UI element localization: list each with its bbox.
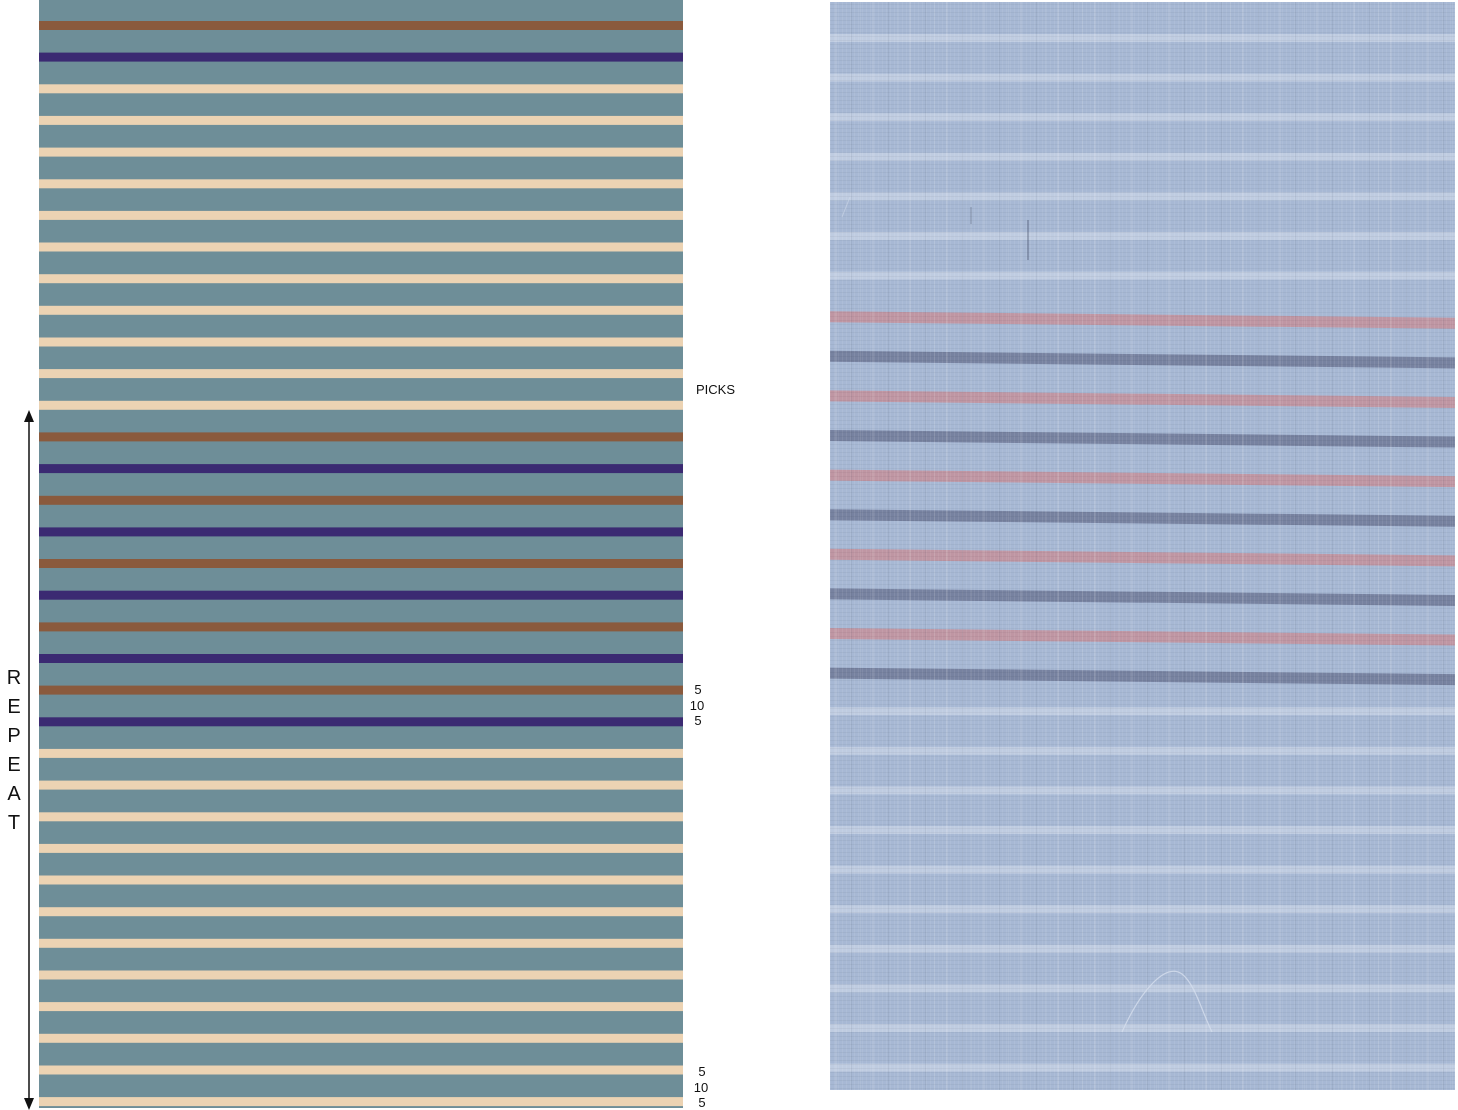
rust-weft-stripe [39,622,683,632]
cream-weft-stripe [39,875,683,885]
cream-weft-stripe [39,305,683,315]
cream-weft-stripe [39,274,683,284]
cream-weft-stripe [39,812,683,822]
cream-weft-stripe [39,369,683,379]
repeat-letter: E [7,754,21,776]
cream-weft-stripe [39,907,683,917]
cream-weft-stripe [39,1033,683,1043]
navy-weft-stripe [39,464,683,474]
rust-weft-stripe [39,21,683,30]
pick-count-upper-2: 10 [689,698,705,713]
cream-weft-stripe [39,748,683,758]
cream-weft-stripe [39,843,683,853]
pick-count-upper-3: 5 [694,713,702,728]
pick-count-upper-1: 5 [694,682,702,697]
cream-weft-stripe [39,337,683,347]
cream-weft-stripe [39,400,683,410]
cream-weft-stripe [39,210,683,220]
cream-weft-stripe [39,179,683,189]
navy-weft-stripe [39,590,683,600]
stripe-layer [39,21,683,1107]
fabric-swatch-photo [830,2,1455,1090]
repeat-letter: P [7,725,21,747]
loose-thread [1121,970,1213,1033]
rust-weft-stripe [39,559,683,568]
repeat-label: R E P E A T [4,664,24,838]
navy-weft-stripe [39,717,683,727]
navy-weft-stripe [39,52,683,62]
navy-weft-stripe [39,654,683,663]
navy-weft-stripe [39,527,683,537]
repeat-arrow-icon [24,410,34,1110]
picks-label: PICKS [696,382,736,397]
cream-weft-stripe [39,970,683,980]
cream-weft-stripe [39,780,683,790]
cream-weft-stripe [39,1065,683,1075]
repeat-letter: A [7,783,21,805]
rust-weft-stripe [39,685,683,695]
rust-weft-stripe [39,495,683,505]
repeat-letter: E [7,696,21,718]
pick-count-lower-3: 5 [698,1095,706,1110]
cream-weft-stripe [39,84,683,94]
cream-weft-stripe [39,147,683,157]
repeat-letter: R [6,667,22,689]
cream-weft-stripe [39,115,683,125]
pick-count-lower-2: 10 [693,1080,709,1095]
pick-count-lower-1: 5 [698,1064,706,1079]
rust-weft-stripe [39,432,683,442]
cream-weft-stripe [39,1097,683,1107]
repeat-letter: T [7,812,21,834]
cream-weft-stripe [39,1002,683,1012]
cream-weft-stripe [39,242,683,252]
cream-weft-stripe [39,938,683,948]
